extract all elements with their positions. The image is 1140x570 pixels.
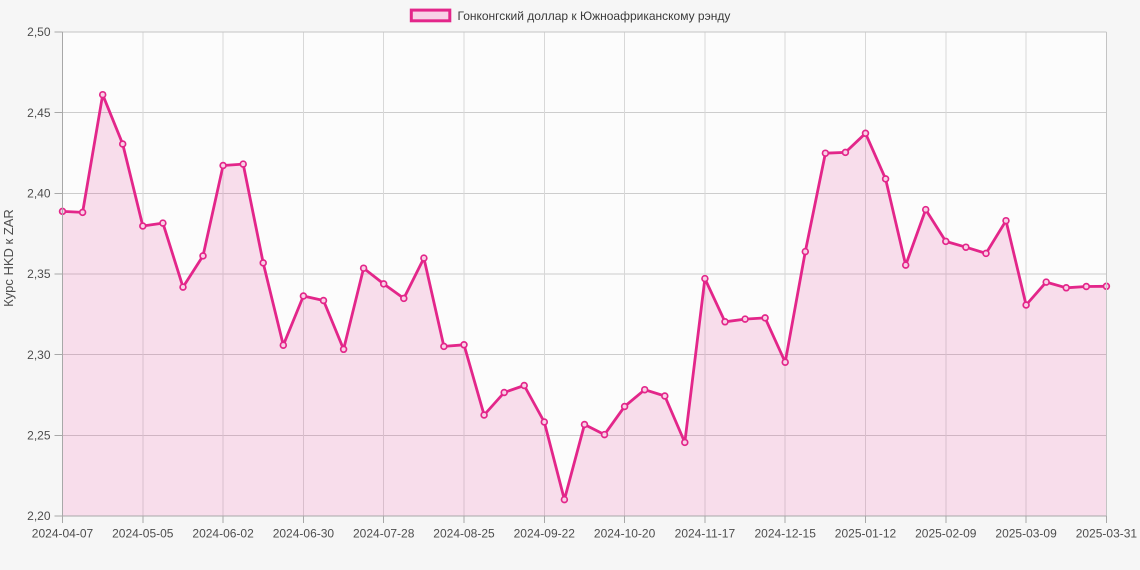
svg-text:2024-11-17: 2024-11-17 <box>675 527 736 541</box>
svg-text:2,35: 2,35 <box>27 267 51 281</box>
svg-text:2025-02-09: 2025-02-09 <box>915 527 977 541</box>
svg-text:2024-06-30: 2024-06-30 <box>273 527 335 541</box>
svg-text:2024-12-15: 2024-12-15 <box>755 527 817 541</box>
svg-text:Курс HKD к ZAR: Курс HKD к ZAR <box>1 209 16 307</box>
svg-text:2,20: 2,20 <box>27 509 51 523</box>
svg-text:2025-03-31: 2025-03-31 <box>1076 527 1138 541</box>
svg-text:2,30: 2,30 <box>27 348 51 362</box>
svg-text:2024-10-20: 2024-10-20 <box>594 527 656 541</box>
svg-text:2025-03-09: 2025-03-09 <box>995 527 1057 541</box>
svg-text:2,50: 2,50 <box>27 25 51 39</box>
svg-text:2024-09-22: 2024-09-22 <box>514 527 576 541</box>
svg-text:2024-06-02: 2024-06-02 <box>192 527 254 541</box>
svg-text:2024-07-28: 2024-07-28 <box>353 527 415 541</box>
svg-text:2024-08-25: 2024-08-25 <box>433 527 495 541</box>
svg-text:Гонконгский доллар к Южноафрик: Гонконгский доллар к Южноафриканскому рэ… <box>458 9 731 23</box>
svg-text:2,25: 2,25 <box>27 429 51 443</box>
svg-text:2025-01-12: 2025-01-12 <box>835 527 897 541</box>
svg-text:2024-05-05: 2024-05-05 <box>112 527 174 541</box>
svg-text:2,45: 2,45 <box>27 106 51 120</box>
svg-text:2,40: 2,40 <box>27 187 51 201</box>
svg-text:2024-04-07: 2024-04-07 <box>32 527 94 541</box>
